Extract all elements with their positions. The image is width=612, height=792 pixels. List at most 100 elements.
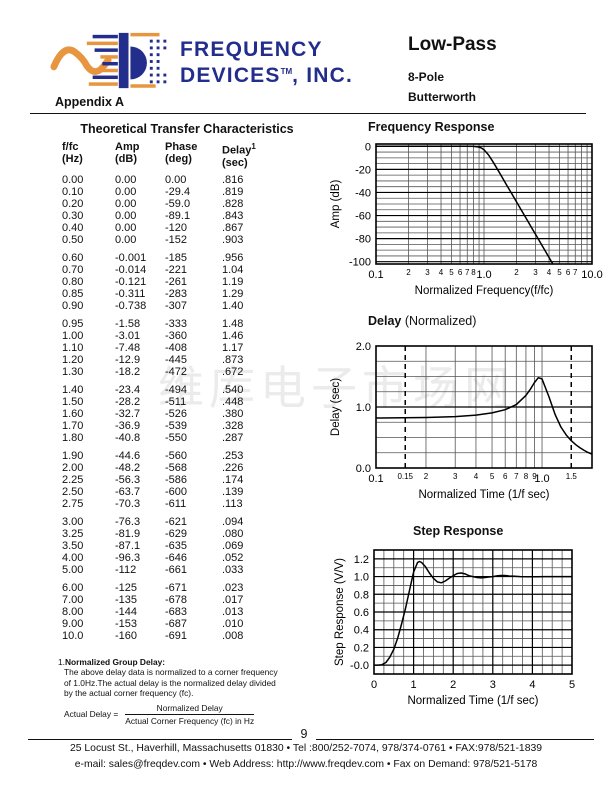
delay-chart-title: Delay (Normalized) xyxy=(368,314,477,328)
table-row: 6.00 -125 -671.023 xyxy=(62,581,244,594)
table-row: 4.00 -96.3 -646.052 xyxy=(62,551,244,564)
col-amp: Amp (dB) xyxy=(115,141,140,165)
svg-text:4: 4 xyxy=(547,268,552,277)
svg-text:5: 5 xyxy=(449,268,454,277)
svg-text:6: 6 xyxy=(566,268,571,277)
svg-text:-100: -100 xyxy=(349,257,371,269)
logo-bottom-line xyxy=(130,84,156,88)
table-row: 2.50 -63.7 -600.139 xyxy=(62,485,244,498)
svg-text:3: 3 xyxy=(533,268,538,277)
svg-text:Normalized Frequency(f/fc): Normalized Frequency(f/fc) xyxy=(415,285,554,297)
svg-text:2: 2 xyxy=(514,268,519,277)
svg-text:0.4: 0.4 xyxy=(354,625,369,637)
svg-text:Amp (dB): Amp (dB) xyxy=(330,180,342,229)
page-number: 9 xyxy=(300,727,308,741)
page-title: Low-Pass xyxy=(408,34,497,55)
brand-line1: FREQUENCY xyxy=(180,38,323,61)
watermark: 维库电子市场网 xyxy=(158,361,515,415)
delay-formula: Actual Delay = Normalized Delay Actual C… xyxy=(64,703,278,727)
table-row: 1.50 -28.2 -511.448 xyxy=(62,395,244,408)
subtitle-poles: 8-Pole xyxy=(408,70,445,84)
table-row: 9.00 -153 -687.010 xyxy=(62,617,244,630)
table-row: 0.10 0.00 -29.4.819 xyxy=(62,185,244,198)
footnote-line: by the actual corner frequency (fc). xyxy=(64,688,194,699)
svg-text:-0.0: -0.0 xyxy=(350,660,369,672)
svg-text:-60: -60 xyxy=(355,211,371,223)
table-row: 1.00 -3.01 -360 1.46 xyxy=(62,329,244,342)
transfer-table-body: 0.00 0.00 0.00.816 0.10 0.00 -29.4.819 0.20 0.0… xyxy=(62,174,274,642)
freq-chart-canvas: 0.1 2 3 4 5 6 7 8 1.0 2 3 4 5 6 7 10.00-20-40-60-80-100… xyxy=(330,141,603,297)
table-row: 1.70 -36.9 -539.328 xyxy=(62,419,244,432)
col-phase: Phase (deg) xyxy=(165,141,198,165)
appendix-label: Appendix A xyxy=(55,95,124,109)
svg-text:4: 4 xyxy=(474,472,479,481)
table-row: 3.00 -76.3 -621.094 xyxy=(62,515,244,528)
table-row: 0.80 -0.121 -261 1.19 xyxy=(62,275,244,288)
table-row: 3.25 -81.9 -629.080 xyxy=(62,527,244,540)
formula-fraction: Normalized Delay Actual Corner Frequency… xyxy=(125,703,255,727)
svg-text:6: 6 xyxy=(458,268,463,277)
svg-text:0.6: 0.6 xyxy=(354,607,369,619)
table-row: 1.10 -7.48 -408 1.17 xyxy=(62,341,244,354)
table-row: 1.60 -32.7 -526.380 xyxy=(62,407,244,420)
svg-text:0.8: 0.8 xyxy=(354,589,369,601)
brand-line2: DEVICESTM, INC. xyxy=(180,64,354,87)
svg-text:1.2: 1.2 xyxy=(354,554,369,566)
formula-lhs: Actual Delay = xyxy=(64,709,119,720)
svg-text:6: 6 xyxy=(503,472,508,481)
svg-text:1.5: 1.5 xyxy=(566,472,578,481)
table-row: 1.90 -44.6 -560.253 xyxy=(62,449,244,462)
transfer-characteristics-table: f/fc (Hz) Amp (dB) Phase (deg) Delay1 (sec) … xyxy=(62,141,274,642)
svg-text:5: 5 xyxy=(490,472,495,481)
table-row: 1.20 -12.9 -445.873 xyxy=(62,353,244,366)
table-row: 1.30 -18.2 -472.672 xyxy=(62,366,244,379)
logo-dot-grid xyxy=(149,39,167,84)
svg-text:2: 2 xyxy=(424,472,429,481)
table-row: 0.85 -0.311 -283 1.29 xyxy=(62,288,244,300)
frequency-response-title: Frequency Response xyxy=(368,120,495,134)
frequency-response-chart: 0.1 2 3 4 5 6 7 8 1.0 2 3 4 5 6 7 10.0 0 -20 -40 -60 -80 -100… xyxy=(328,134,606,311)
table-header: f/fc (Hz) Amp (dB) Phase (deg) Delay1 (sec) xyxy=(62,141,274,174)
footnote: 1.Normalized Group Delay: The above dela… xyxy=(58,657,278,726)
col-ffc: f/fc (Hz) xyxy=(62,141,83,165)
table-row: 2.00 -48.2 -568.226 xyxy=(62,461,244,474)
svg-text:2: 2 xyxy=(450,679,456,691)
table-row: 0.95 -1.58 -333 1.48 xyxy=(62,317,244,330)
table-row: 0.50 0.00 -152.903 xyxy=(62,234,244,247)
svg-text:0.1: 0.1 xyxy=(368,269,383,281)
svg-text:5: 5 xyxy=(557,268,562,277)
table-row: 2.25 -56.3 -586.174 xyxy=(62,473,244,486)
svg-text:0.15: 0.15 xyxy=(397,472,413,481)
svg-text:7: 7 xyxy=(573,268,578,277)
logo-wave xyxy=(50,46,112,75)
svg-text:0: 0 xyxy=(365,141,371,153)
footer-rule-left xyxy=(28,739,292,740)
table-row: 0.70 -0.014 -221 1.04 xyxy=(62,263,244,276)
table-row: 10.0 -160 -691.008 xyxy=(62,629,244,642)
table-row: 7.00 -135 -678.017 xyxy=(62,593,244,606)
table-row: 0.90 -0.738 -307 1.40 xyxy=(62,300,244,313)
svg-text:4: 4 xyxy=(529,679,535,691)
svg-text:7: 7 xyxy=(465,268,470,277)
logo-semicircle xyxy=(130,46,147,80)
logo-speed-lines xyxy=(86,34,118,86)
svg-text:7: 7 xyxy=(514,472,519,481)
svg-text:3: 3 xyxy=(490,679,496,691)
table-row: 1.40 -23.4 -494.540 xyxy=(62,383,244,396)
svg-text:-40: -40 xyxy=(355,187,371,199)
svg-text:-80: -80 xyxy=(355,234,371,246)
logo-stem xyxy=(118,32,129,89)
svg-text:1.0: 1.0 xyxy=(356,402,371,414)
table-row: 5.00 -112 -661.033 xyxy=(62,563,244,576)
svg-text:8: 8 xyxy=(471,268,476,277)
logo-graphic xyxy=(50,32,167,89)
svg-text:8: 8 xyxy=(524,472,529,481)
header-divider xyxy=(30,113,586,114)
table-row: 1.80 -40.8 -550.287 xyxy=(62,432,244,445)
svg-text:Delay (sec): Delay (sec) xyxy=(330,378,342,436)
table-row: 0.00 0.00 0.00.816 xyxy=(62,173,244,186)
footnote-line: The above delay data is normalized to a … xyxy=(64,667,278,678)
subtitle-type: Butterworth xyxy=(408,90,476,104)
svg-text:1: 1 xyxy=(411,679,417,691)
table-row: 0.30 0.00 -89.1.843 xyxy=(62,209,244,222)
